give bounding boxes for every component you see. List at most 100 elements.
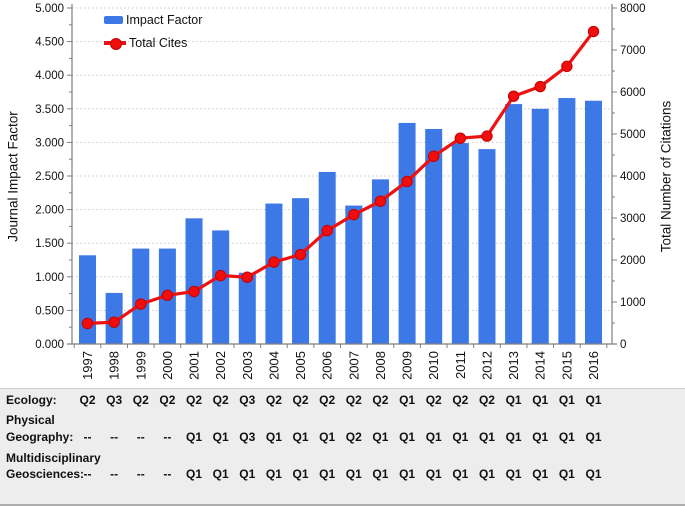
quartile-2-2010: Q1 — [425, 467, 442, 481]
quartile-1-2016: Q1 — [585, 430, 602, 444]
quartile-0-2014: Q1 — [532, 393, 549, 407]
quartile-1-2015: Q1 — [558, 430, 575, 444]
year-label-2015: 2015 — [559, 351, 574, 380]
quartile-0-2004: Q2 — [265, 393, 282, 407]
quartile-0-2013: Q1 — [505, 393, 522, 407]
quartile-2-2001: Q1 — [186, 467, 203, 481]
year-label-2001: 2001 — [187, 351, 202, 380]
right-axis-title: Total Number of Citations — [658, 100, 674, 253]
right-tick-label-5000: 5000 — [620, 129, 646, 141]
quartile-0-2003: Q3 — [239, 393, 256, 407]
right-tick-label-1000: 1000 — [620, 297, 646, 309]
total-cites-line-swatch-icon — [104, 37, 126, 50]
impact-factor-bar-2012 — [478, 149, 496, 344]
left-tick-label-3.000: 3.000 — [35, 137, 64, 149]
impact-factor-legend-label: Impact Factor — [126, 13, 203, 27]
quartile-1-1997: -- — [83, 430, 92, 444]
impact-factor-bar-2002 — [212, 230, 230, 344]
quartile-2-2015: Q1 — [558, 467, 575, 481]
quartile-2-2000: -- — [163, 467, 172, 481]
quartile-2-2011: Q1 — [452, 467, 469, 481]
row-label-geography: Geography: — [6, 430, 74, 444]
quartile-1-2010: Q1 — [425, 430, 442, 444]
impact-factor-bar-2006 — [318, 171, 336, 344]
legend-item-total-cites: Total Cites — [104, 36, 202, 50]
right-tick-label-2000: 2000 — [620, 255, 646, 267]
quartile-2-2006: Q1 — [319, 467, 336, 481]
total-cites-point-2005 — [294, 248, 307, 261]
quartile-1-2001: Q1 — [186, 430, 203, 444]
quartile-2-2007: Q1 — [345, 467, 362, 481]
year-label-1997: 1997 — [80, 351, 95, 380]
quartile-ranking-table: Journal ranking: Q = Quartile; Source = … — [0, 388, 685, 506]
row-label-physical: Physical — [6, 413, 55, 427]
legend-item-impact-factor: Impact Factor — [104, 13, 202, 27]
left-tick-label-5.000: 5.000 — [35, 3, 64, 15]
quartile-0-1999: Q2 — [132, 393, 149, 407]
right-tick-label-6000: 6000 — [620, 87, 646, 99]
impact-factor-bar-2010 — [425, 128, 443, 344]
quartile-2-2013: Q1 — [505, 467, 522, 481]
total-cites-point-2009 — [401, 175, 413, 188]
total-cites-point-2001 — [188, 285, 200, 298]
year-label-2014: 2014 — [533, 351, 548, 380]
quartile-1-1999: -- — [136, 430, 145, 444]
year-label-2004: 2004 — [266, 351, 281, 380]
impact-factor-cites-chart: 0.000 0.500 1.000 1.500 2.000 2.500 3.000 3.500… — [35, 3, 646, 380]
right-tick-label-8000: 8000 — [620, 3, 646, 15]
quartile-1-2005: Q1 — [292, 430, 309, 444]
quartile-1-2000: -- — [163, 430, 172, 444]
year-label-1999: 1999 — [133, 351, 148, 380]
quartile-0-2008: Q2 — [372, 393, 389, 407]
impact-factor-bar-2004 — [265, 203, 283, 344]
quartile-0-1997: Q2 — [79, 393, 96, 407]
quartile-1-2013: Q1 — [505, 430, 522, 444]
quartile-0-2016: Q1 — [585, 393, 602, 407]
left-tick-label-2.500: 2.500 — [35, 171, 64, 183]
left-tick-label-1.500: 1.500 — [35, 238, 64, 250]
left-tick-label-1.000: 1.000 — [35, 272, 64, 284]
year-label-2012: 2012 — [479, 351, 494, 380]
impact-factor-bar-2008 — [371, 179, 389, 344]
right-tick-label-0: 0 — [620, 339, 626, 351]
total-cites-point-2013 — [507, 90, 520, 102]
total-cites-point-2014 — [534, 80, 546, 93]
quartile-0-2007: Q2 — [345, 393, 362, 407]
year-label-2013: 2013 — [506, 351, 521, 380]
quartile-1-2014: Q1 — [532, 430, 549, 444]
total-cites-point-2016 — [587, 25, 600, 38]
impact-factor-bar-2015 — [558, 98, 576, 344]
quartile-1-2007: Q2 — [345, 430, 362, 444]
quartile-0-1998: Q3 — [106, 393, 123, 407]
year-label-2006: 2006 — [320, 351, 335, 380]
year-label-2005: 2005 — [293, 351, 308, 380]
total-cites-point-2011 — [454, 132, 467, 144]
total-cites-point-2010 — [428, 150, 440, 162]
quartile-1-2006: Q1 — [319, 430, 336, 444]
row-label-geosciences: Geosciences: — [6, 467, 85, 481]
impact-factor-bar-1999 — [132, 248, 150, 344]
quartile-0-2011: Q2 — [452, 393, 469, 407]
total-cites-point-1997 — [81, 317, 94, 330]
quartile-1-2004: Q1 — [265, 430, 282, 444]
quartile-2-2009: Q1 — [399, 467, 416, 481]
total-cites-point-2006 — [321, 224, 333, 237]
quartile-2-2003: Q1 — [239, 467, 256, 481]
quartile-0-2010: Q2 — [425, 393, 442, 407]
year-label-2007: 2007 — [346, 351, 361, 380]
total-cites-point-2002 — [214, 269, 227, 282]
right-tick-label-3000: 3000 — [620, 213, 646, 225]
total-cites-point-2007 — [348, 208, 360, 221]
total-cites-point-2015 — [561, 60, 573, 73]
quartile-0-2009: Q1 — [399, 393, 416, 407]
impact-factor-bar-2016 — [585, 100, 602, 345]
impact-factor-bar-2005 — [292, 198, 310, 344]
total-cites-point-2012 — [481, 130, 493, 142]
year-label-2011: 2011 — [453, 351, 468, 379]
year-label-2002: 2002 — [213, 351, 228, 380]
year-label-2000: 2000 — [160, 351, 175, 380]
total-cites-point-2004 — [268, 256, 280, 268]
left-tick-label-4.000: 4.000 — [35, 70, 64, 82]
year-label-2003: 2003 — [240, 351, 255, 380]
